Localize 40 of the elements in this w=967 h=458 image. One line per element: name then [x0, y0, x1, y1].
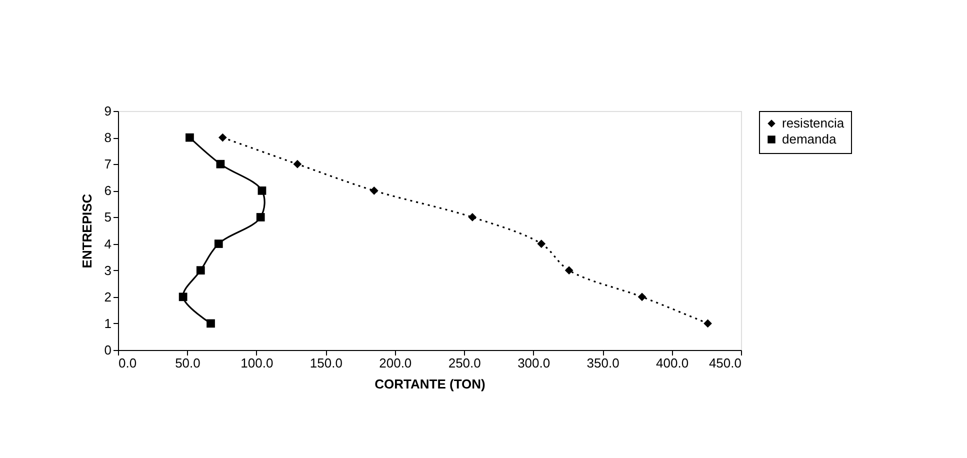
point	[537, 240, 546, 248]
x-tick-label: 350.0	[586, 356, 620, 370]
y-tick-label: 4	[104, 236, 112, 252]
point	[214, 240, 223, 248]
point	[178, 292, 188, 302]
x-tick-label: 300.0	[518, 356, 550, 370]
point	[370, 186, 378, 195]
point	[638, 292, 646, 302]
y-tick-label: 7	[104, 156, 112, 172]
y-tick-label: 9	[104, 104, 112, 118]
point	[293, 160, 302, 168]
y-axis-title: ENTREPISC	[79, 193, 94, 268]
y-tick-label: 0	[104, 342, 112, 358]
x-tick-label: 0.0	[118, 356, 137, 370]
x-tick-label: 450.0	[708, 356, 742, 370]
y-tick-label: 5	[104, 210, 112, 225]
point	[206, 319, 215, 328]
legend-label: demanda	[782, 132, 837, 146]
point	[186, 133, 194, 142]
point	[196, 266, 205, 275]
x-tick-label: 150.0	[310, 356, 342, 370]
legend-label: resistencia	[782, 116, 845, 130]
y-tick-label: 2	[104, 289, 112, 304]
y-tick-label: 8	[104, 130, 112, 146]
point	[468, 213, 477, 222]
x-tick-label: 200.0	[379, 356, 412, 370]
point	[704, 319, 712, 328]
x-tick-label: 100.0	[240, 356, 274, 370]
y-tick-label: 3	[104, 262, 112, 278]
point	[256, 213, 265, 222]
point	[218, 133, 227, 142]
y-tick-label: 1	[104, 316, 112, 331]
point	[258, 186, 266, 195]
x-tick-label: 250.0	[448, 356, 481, 370]
point	[216, 160, 225, 168]
x-tick-label: 50.0	[175, 356, 200, 370]
x-axis-title: CORTANTE (TON)	[374, 376, 486, 392]
x-tick-label: 400.0	[656, 356, 689, 370]
point	[564, 266, 574, 275]
y-tick-label: 6	[104, 183, 112, 198]
